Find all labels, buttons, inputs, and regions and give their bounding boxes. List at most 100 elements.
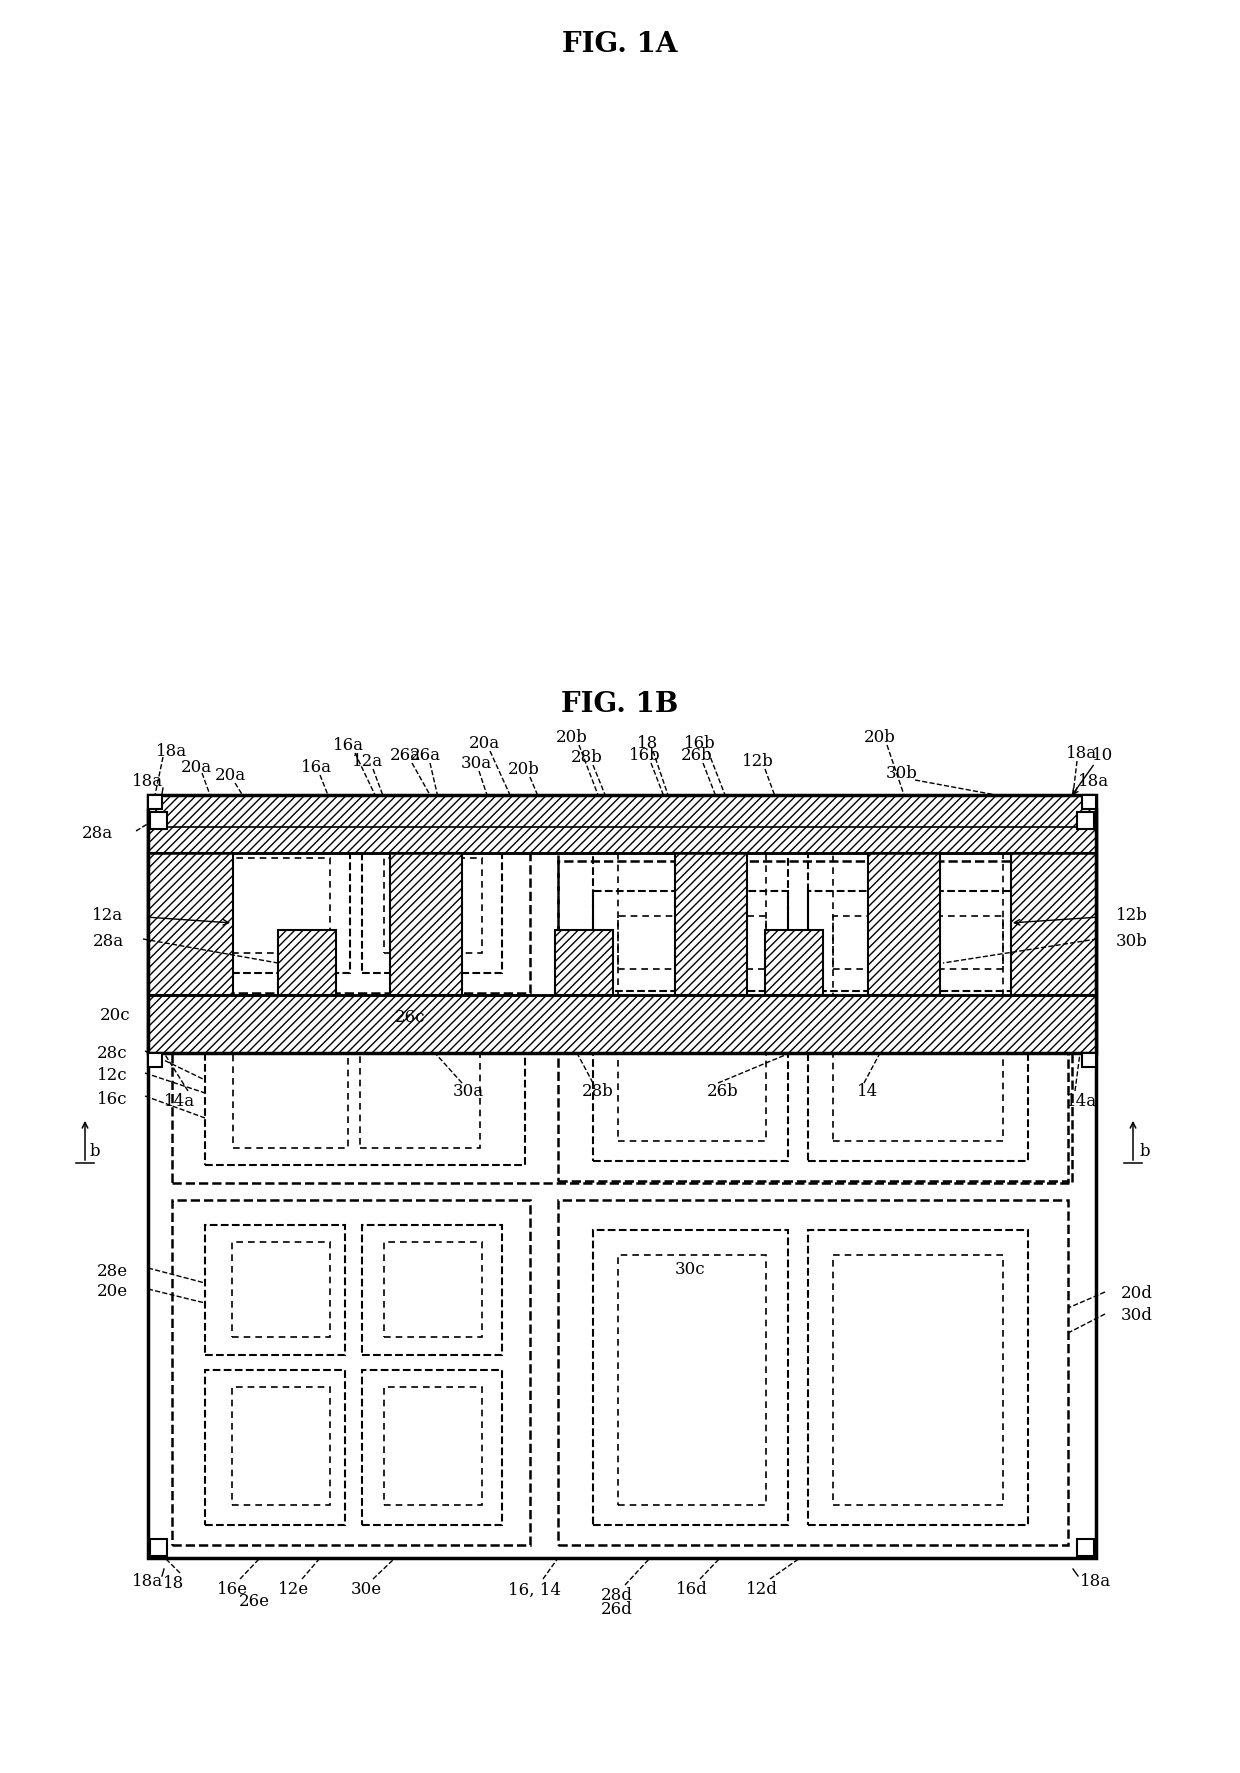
Text: 20a: 20a (469, 736, 500, 752)
Text: 26a: 26a (409, 746, 440, 764)
Bar (1011, 853, 1096, 995)
Bar (172, 1200, 529, 1544)
Bar (148, 796, 162, 810)
Text: 20a: 20a (215, 768, 246, 784)
Bar (148, 810, 1096, 1558)
Bar (148, 796, 1096, 1053)
Bar (675, 853, 746, 995)
Text: 12c: 12c (97, 1067, 128, 1083)
Bar (833, 1255, 1003, 1505)
Bar (360, 1053, 480, 1149)
Bar (205, 1371, 345, 1525)
Text: 26d: 26d (601, 1601, 632, 1617)
Bar (232, 1243, 330, 1337)
Text: 16b: 16b (684, 736, 715, 752)
Bar (148, 853, 233, 995)
Bar (150, 812, 167, 830)
Text: b: b (89, 1144, 100, 1160)
Bar (833, 917, 1003, 1142)
Bar (384, 1386, 482, 1505)
Bar (868, 853, 940, 995)
Bar (593, 1230, 787, 1525)
Text: 18: 18 (164, 1574, 185, 1592)
Bar (618, 849, 766, 970)
Text: 16d: 16d (676, 1580, 708, 1597)
Text: 30a: 30a (453, 1083, 484, 1099)
Bar (362, 1225, 502, 1355)
Text: 28e: 28e (97, 1262, 128, 1278)
Text: 12b: 12b (742, 754, 774, 769)
Text: 16a: 16a (332, 738, 363, 754)
Text: 20d: 20d (1121, 1285, 1153, 1301)
Text: 20b: 20b (556, 729, 588, 746)
Text: 18: 18 (637, 736, 658, 752)
Bar (148, 796, 1096, 853)
Text: 12a: 12a (93, 908, 124, 924)
Bar (362, 844, 502, 973)
Bar (232, 858, 330, 954)
Bar (593, 826, 787, 991)
Text: 20c: 20c (99, 1007, 130, 1025)
Bar (172, 828, 529, 993)
Text: 18a: 18a (133, 1573, 164, 1590)
Text: 28b: 28b (572, 748, 603, 766)
Text: 30b: 30b (887, 766, 918, 782)
Text: 20e: 20e (97, 1284, 128, 1300)
Bar (1083, 796, 1096, 810)
Text: 16c: 16c (97, 1090, 128, 1106)
Bar (618, 917, 766, 1142)
Text: 26e: 26e (238, 1592, 269, 1610)
Bar (205, 1225, 345, 1355)
Text: FIG. 1A: FIG. 1A (562, 30, 678, 57)
Bar (150, 1539, 167, 1557)
Text: 28c: 28c (97, 1044, 128, 1062)
Bar (618, 1255, 766, 1505)
Text: b: b (1140, 1144, 1151, 1160)
Bar (233, 1053, 348, 1149)
Text: 28a: 28a (82, 824, 113, 842)
Bar (232, 1386, 330, 1505)
Text: 18a: 18a (1080, 1573, 1111, 1590)
Bar (1078, 1539, 1094, 1557)
Bar (765, 931, 823, 995)
Text: 28a: 28a (93, 933, 124, 950)
Bar (1078, 812, 1094, 830)
Text: 28b: 28b (582, 1083, 614, 1099)
Bar (148, 1053, 162, 1067)
Text: FIG. 1B: FIG. 1B (562, 690, 678, 716)
Text: 30a: 30a (460, 755, 491, 771)
Text: 28d: 28d (601, 1587, 632, 1603)
Text: 16b: 16b (629, 746, 661, 764)
Text: 16, 14: 16, 14 (507, 1580, 560, 1597)
Text: 18a: 18a (133, 773, 164, 791)
Text: 18a: 18a (1066, 745, 1097, 762)
Text: 12b: 12b (1116, 908, 1148, 924)
Text: 30c: 30c (675, 1261, 706, 1278)
Bar (362, 1371, 502, 1525)
Bar (278, 931, 336, 995)
Text: 14: 14 (857, 1083, 879, 1099)
Text: 20b: 20b (864, 729, 897, 746)
Bar (384, 858, 482, 954)
Text: 16a: 16a (300, 759, 331, 777)
Bar (1083, 1053, 1096, 1067)
Bar (205, 1037, 525, 1165)
Text: 30e: 30e (351, 1580, 382, 1597)
Text: 14a: 14a (165, 1092, 196, 1110)
Bar (558, 1200, 1068, 1544)
Bar (808, 892, 1028, 1161)
Text: 10: 10 (1092, 746, 1114, 764)
Text: 30b: 30b (1116, 933, 1148, 950)
Text: 12d: 12d (746, 1580, 777, 1597)
Text: 14a: 14a (1066, 1092, 1097, 1110)
Bar (384, 1243, 482, 1337)
Text: 26b: 26b (681, 746, 713, 764)
Text: 16e: 16e (217, 1580, 248, 1597)
Text: 12e: 12e (279, 1580, 310, 1597)
Text: 20b: 20b (508, 761, 539, 778)
Bar (558, 862, 1068, 1181)
Text: 18a: 18a (1078, 773, 1109, 791)
Text: 26c: 26c (394, 1009, 425, 1027)
Bar (593, 892, 787, 1161)
Bar (210, 844, 350, 973)
